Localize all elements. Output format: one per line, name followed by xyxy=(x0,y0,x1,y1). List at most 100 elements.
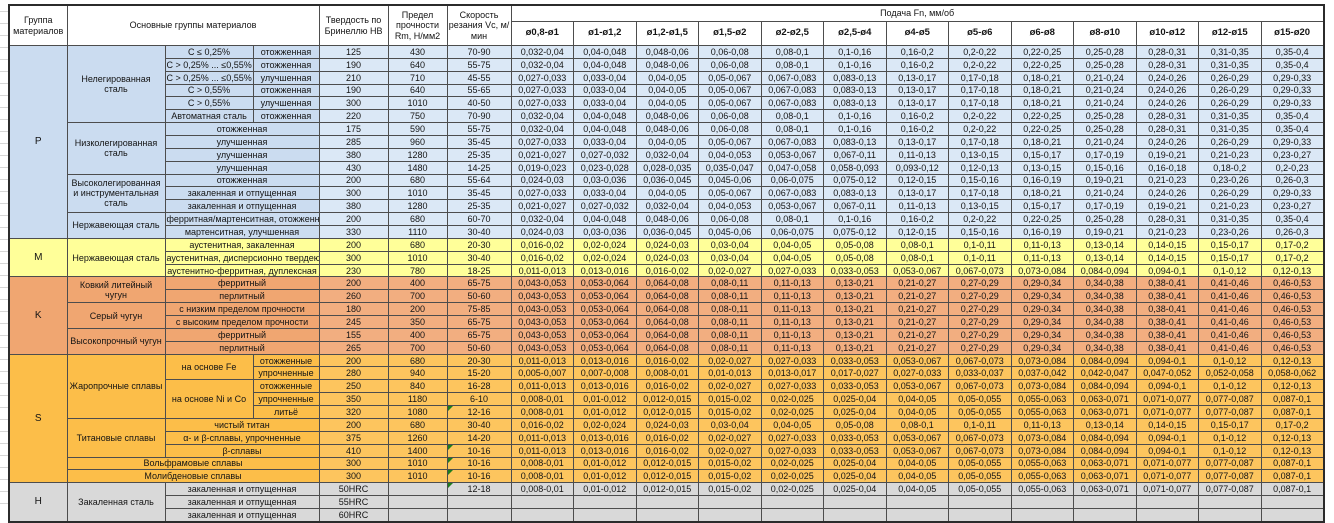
cell-feed-value[interactable] xyxy=(760,507,825,523)
cell-feed-value[interactable]: 0,094-0,1 xyxy=(1135,263,1200,278)
cell-feed-value[interactable] xyxy=(948,495,1012,509)
cell-feed-value[interactable]: 0,055-0,063 xyxy=(1010,482,1075,497)
cell-feed-value[interactable]: 0,05-0,08 xyxy=(823,417,887,432)
cell-feed-value[interactable]: 0,41-0,46 xyxy=(1198,327,1262,342)
cell-feed-value[interactable]: 0,064-0,08 xyxy=(635,327,700,342)
cell-cutting-speed[interactable]: 25-35 xyxy=(446,199,512,214)
cell-feed-value[interactable]: 0,26-0,3 xyxy=(1260,173,1325,188)
cell-feed-value[interactable]: 0,21-0,27 xyxy=(885,289,950,304)
cell-feed-value[interactable]: 0,25-0,28 xyxy=(1073,122,1137,137)
cell-feed-value[interactable]: 0,036-0,045 xyxy=(635,173,700,188)
cell-feed-value[interactable]: 0,053-0,064 xyxy=(573,315,637,329)
cell-feed-value[interactable]: 0,077-0,087 xyxy=(1198,482,1262,497)
cell-feed-value[interactable]: 0,033-0,053 xyxy=(823,353,887,368)
cell-feed-value[interactable]: 0,04-0,053 xyxy=(698,199,762,214)
cell-feed-value[interactable]: 0,21-0,23 xyxy=(1135,225,1200,239)
cell-feed-value[interactable]: 0,38-0,41 xyxy=(1135,276,1200,291)
cell-feed-value[interactable]: 0,11-0,13 xyxy=(760,302,825,317)
cell-feed-value[interactable]: 0,083-0,13 xyxy=(823,186,887,201)
cell-feed-value[interactable]: 0,41-0,46 xyxy=(1198,302,1262,317)
cell-feed-value[interactable] xyxy=(1010,507,1075,523)
cell-feed-value[interactable]: 0,08-0,1 xyxy=(885,237,950,252)
cell-feed-value[interactable]: 0,04-0,048 xyxy=(573,45,637,59)
cell-treatment-state[interactable]: с высоким пределом прочности xyxy=(164,315,320,329)
cell-treatment-state[interactable]: отожженные xyxy=(252,353,320,368)
cell-feed-value[interactable] xyxy=(1135,495,1200,509)
cell-feed-value[interactable]: 0,08-0,11 xyxy=(698,327,762,342)
cell-feed-value[interactable]: 0,08-0,1 xyxy=(760,212,825,227)
cell-feed-value[interactable]: 0,1-0,16 xyxy=(823,122,887,137)
cell-feed-value[interactable]: 0,13-0,21 xyxy=(823,302,887,317)
cell-strength-rm[interactable]: 590 xyxy=(387,122,448,137)
cell-feed-value[interactable]: 0,46-0,53 xyxy=(1260,276,1325,291)
cell-feed-value[interactable]: 0,024-0,03 xyxy=(510,225,575,239)
cell-feed-value[interactable]: 0,087-0,1 xyxy=(1260,392,1325,407)
cell-hardness-hb[interactable]: 190 xyxy=(318,57,389,72)
cell-feed-value[interactable]: 0,067-0,11 xyxy=(823,147,887,162)
cell-material-subclass[interactable]: C > 0,55% xyxy=(164,96,254,111)
header-diameter-range[interactable]: ø10-ø12 xyxy=(1135,21,1200,46)
cell-feed-value[interactable]: 0,013-0,016 xyxy=(573,430,637,445)
header-diameter-range[interactable]: ø6-ø8 xyxy=(1010,21,1075,46)
cell-feed-value[interactable]: 0,094-0,1 xyxy=(1135,443,1200,458)
cell-feed-value[interactable]: 0,067-0,083 xyxy=(760,83,825,98)
cell-feed-value[interactable]: 0,02-0,027 xyxy=(698,430,762,445)
cell-cutting-speed[interactable]: 30-40 xyxy=(446,250,512,265)
cell-feed-value[interactable]: 0,27-0,29 xyxy=(948,315,1012,329)
cell-feed-value[interactable]: 0,083-0,13 xyxy=(823,96,887,111)
cell-feed-value[interactable]: 0,2-0,22 xyxy=(948,57,1012,72)
cell-cutting-speed[interactable]: 55-75 xyxy=(446,57,512,72)
cell-feed-value[interactable]: 0,05-0,08 xyxy=(823,250,887,265)
cell-feed-value[interactable]: 0,007-0,008 xyxy=(573,366,637,381)
cell-feed-value[interactable]: 0,34-0,38 xyxy=(1073,302,1137,317)
cell-treatment-state[interactable]: мартенситная, улучшенная xyxy=(164,225,320,239)
cell-feed-value[interactable]: 0,05-0,067 xyxy=(698,135,762,149)
cell-feed-value[interactable]: 0,46-0,53 xyxy=(1260,340,1325,355)
cell-cutting-speed[interactable]: 55-75 xyxy=(446,122,512,137)
cell-feed-value[interactable]: 0,21-0,24 xyxy=(1073,70,1137,85)
cell-feed-value[interactable]: 0,1-0,12 xyxy=(1198,263,1262,278)
cell-feed-value[interactable]: 0,25-0,28 xyxy=(1073,212,1137,227)
cell-feed-value[interactable]: 0,13-0,17 xyxy=(885,135,950,149)
cell-feed-value[interactable]: 0,12-0,13 xyxy=(1260,430,1325,445)
cell-feed-value[interactable]: 0,025-0,04 xyxy=(823,469,887,484)
cell-feed-value[interactable]: 0,19-0,21 xyxy=(1073,225,1137,239)
cell-strength-rm[interactable]: 840 xyxy=(387,379,448,394)
cell-treatment-state[interactable]: отожженная xyxy=(164,122,320,137)
cell-cutting-speed[interactable]: 35-45 xyxy=(446,186,512,201)
cell-material-class[interactable]: Закаленная сталь xyxy=(66,482,166,523)
cell-feed-value[interactable]: 0,055-0,063 xyxy=(1010,405,1075,419)
cell-feed-value[interactable]: 0,04-0,05 xyxy=(885,405,950,419)
cell-feed-value[interactable]: 0,03-0,04 xyxy=(698,417,762,432)
cell-cutting-speed[interactable]: 70-90 xyxy=(446,109,512,124)
cell-feed-value[interactable]: 0,027-0,032 xyxy=(573,147,637,162)
cell-feed-value[interactable]: 0,094-0,1 xyxy=(1135,353,1200,368)
cell-feed-value[interactable]: 0,032-0,04 xyxy=(635,199,700,214)
cell-feed-value[interactable]: 0,016-0,02 xyxy=(510,250,575,265)
cell-feed-value[interactable]: 0,084-0,094 xyxy=(1073,353,1137,368)
cell-feed-value[interactable]: 0,033-0,04 xyxy=(573,83,637,98)
cell-feed-value[interactable]: 0,02-0,025 xyxy=(760,392,825,407)
cell-feed-value[interactable]: 0,12-0,13 xyxy=(1260,379,1325,394)
cell-feed-value[interactable]: 0,46-0,53 xyxy=(1260,327,1325,342)
cell-hardness-hb[interactable]: 125 xyxy=(318,45,389,59)
cell-feed-value[interactable]: 0,46-0,53 xyxy=(1260,302,1325,317)
cell-hardness-hb[interactable]: 55HRC xyxy=(318,495,389,509)
cell-feed-value[interactable]: 0,045-0,06 xyxy=(698,225,762,239)
cell-feed-value[interactable]: 0,05-0,067 xyxy=(698,186,762,201)
cell-hardness-hb[interactable]: 200 xyxy=(318,353,389,368)
cell-feed-value[interactable]: 0,053-0,064 xyxy=(573,302,637,317)
cell-feed-value[interactable]: 0,13-0,17 xyxy=(885,186,950,201)
cell-feed-value[interactable]: 0,063-0,071 xyxy=(1073,392,1137,407)
header-brinell-hardness[interactable]: Твердость по Бринеллю НВ xyxy=(318,4,389,46)
cell-feed-value[interactable]: 0,008-0,01 xyxy=(510,456,575,471)
cell-strength-rm[interactable]: 400 xyxy=(387,327,448,342)
cell-feed-value[interactable]: 0,23-0,27 xyxy=(1260,147,1325,162)
cell-strength-rm[interactable]: 960 xyxy=(387,135,448,149)
cell-feed-value[interactable]: 0,016-0,02 xyxy=(635,379,700,394)
cell-cutting-speed[interactable]: 15-20 xyxy=(446,366,512,381)
cell-feed-value[interactable]: 0,02-0,027 xyxy=(698,353,762,368)
cell-feed-value[interactable]: 0,23-0,26 xyxy=(1198,173,1262,188)
cell-feed-value[interactable]: 0,26-0,29 xyxy=(1198,83,1262,98)
cell-feed-value[interactable]: 0,063-0,071 xyxy=(1073,405,1137,419)
